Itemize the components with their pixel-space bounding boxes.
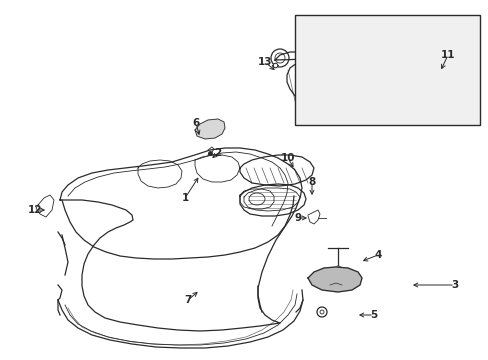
- Text: 8: 8: [308, 177, 315, 187]
- Text: 5: 5: [369, 310, 377, 320]
- Text: 12: 12: [28, 205, 42, 215]
- Text: 9: 9: [294, 213, 301, 223]
- Text: 2: 2: [214, 148, 221, 158]
- Polygon shape: [195, 119, 224, 139]
- Circle shape: [333, 266, 341, 274]
- Text: 1: 1: [181, 193, 188, 203]
- Polygon shape: [307, 267, 361, 292]
- Text: 7: 7: [184, 295, 191, 305]
- Text: 3: 3: [450, 280, 458, 290]
- Text: 11: 11: [440, 50, 454, 60]
- Text: 4: 4: [373, 250, 381, 260]
- Text: 10: 10: [280, 153, 295, 163]
- Text: 6: 6: [192, 118, 199, 128]
- Bar: [294, 15, 479, 125]
- Text: 13: 13: [257, 57, 272, 67]
